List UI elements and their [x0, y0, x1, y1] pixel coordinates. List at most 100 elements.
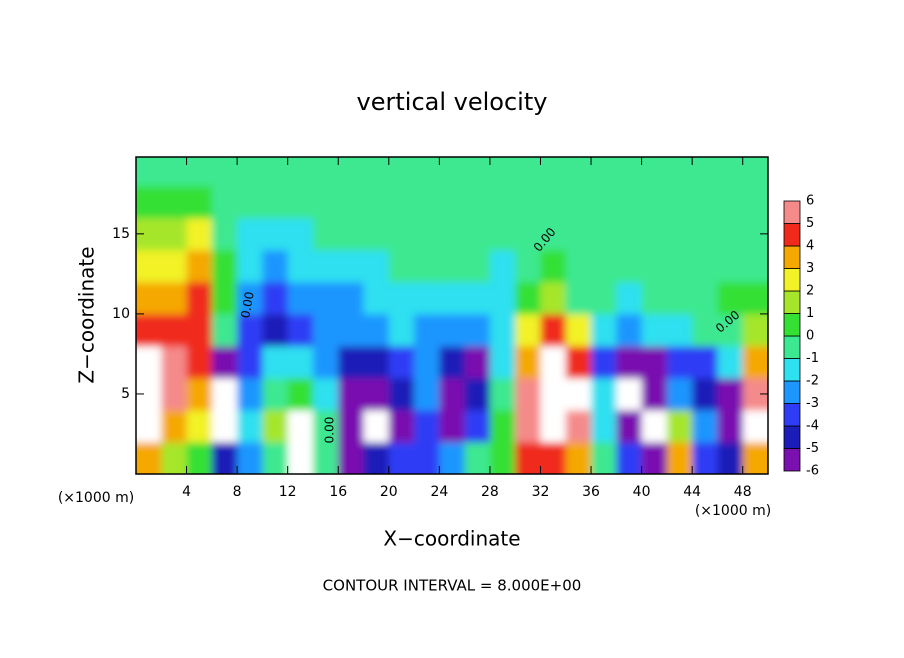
cell	[742, 281, 768, 315]
cell	[262, 377, 289, 411]
cell	[312, 377, 339, 411]
cell	[136, 409, 162, 443]
cell	[262, 345, 289, 379]
cell	[565, 409, 592, 443]
contour-label: 0.00	[238, 291, 256, 320]
colorbar-label: 4	[806, 239, 814, 254]
colorbar-label: -6	[806, 464, 819, 479]
cell	[161, 249, 188, 283]
cell	[515, 441, 541, 474]
cell	[414, 409, 440, 443]
cell	[186, 377, 213, 411]
cell	[641, 345, 668, 379]
cell	[591, 217, 617, 251]
cell	[591, 409, 617, 443]
x-tick-label: 24	[430, 484, 448, 500]
cells	[136, 157, 768, 474]
cell	[515, 345, 541, 379]
cell	[211, 185, 238, 219]
cell	[641, 409, 668, 443]
cell	[666, 441, 693, 474]
cell	[742, 185, 768, 219]
cell	[616, 377, 643, 411]
cell	[616, 345, 643, 379]
cell	[262, 217, 289, 251]
cell	[439, 377, 466, 411]
x-tick-label: 40	[633, 484, 651, 500]
cell	[161, 281, 188, 315]
cell	[136, 185, 162, 219]
cell	[515, 217, 541, 251]
colorbar-label: 3	[806, 261, 814, 276]
cell	[464, 217, 491, 251]
cell	[161, 157, 188, 187]
cell	[312, 249, 339, 283]
colorbar-label: 1	[806, 306, 814, 321]
cell	[591, 313, 617, 347]
cell	[211, 409, 238, 443]
cell	[237, 409, 263, 443]
cell	[489, 217, 516, 251]
cell	[237, 157, 263, 187]
cell	[565, 249, 592, 283]
cell	[692, 281, 718, 315]
cell	[692, 249, 718, 283]
colorbar-box	[783, 380, 801, 404]
cell	[363, 281, 390, 315]
cell	[287, 281, 314, 315]
cell	[565, 345, 592, 379]
cell	[439, 281, 466, 315]
cell	[262, 157, 289, 187]
cell	[515, 157, 541, 187]
cell	[591, 185, 617, 219]
cell	[464, 409, 491, 443]
cell	[237, 217, 263, 251]
colorbar-box	[783, 313, 801, 337]
cell	[540, 409, 567, 443]
cell	[666, 377, 693, 411]
cell	[742, 345, 768, 379]
colorbar-box	[783, 335, 801, 359]
cell	[565, 217, 592, 251]
cell	[211, 313, 238, 347]
cell	[666, 249, 693, 283]
cell	[515, 185, 541, 219]
cell	[616, 281, 643, 315]
cell	[540, 281, 567, 315]
cell	[439, 345, 466, 379]
cell	[186, 249, 213, 283]
footnote: CONTOUR INTERVAL = 8.000E+00	[323, 577, 582, 595]
cell	[717, 345, 744, 379]
cell	[717, 313, 744, 347]
cell	[388, 409, 415, 443]
cell	[591, 377, 617, 411]
cell	[161, 409, 188, 443]
colorbar-label: 0	[806, 329, 814, 344]
cell	[464, 377, 491, 411]
cell	[439, 185, 466, 219]
cell	[338, 345, 365, 379]
cell	[211, 157, 238, 187]
x-axis-label: X−coordinate	[383, 527, 520, 551]
colorbar-label: 5	[806, 216, 814, 231]
cell	[692, 313, 718, 347]
cell	[186, 313, 213, 347]
cell	[312, 345, 339, 379]
cell	[540, 345, 567, 379]
cell	[414, 345, 440, 379]
y-tick-label: 10	[112, 306, 130, 322]
cell	[641, 157, 668, 187]
cell	[186, 281, 213, 315]
cell	[211, 441, 238, 474]
cell	[363, 157, 390, 187]
cell	[692, 377, 718, 411]
cell	[363, 377, 390, 411]
colorbar-label: 2	[806, 284, 814, 299]
cell	[237, 441, 263, 474]
cell	[742, 313, 768, 347]
cell	[414, 185, 440, 219]
cell	[666, 217, 693, 251]
cell	[136, 157, 162, 187]
cell	[287, 249, 314, 283]
cell	[211, 281, 238, 315]
